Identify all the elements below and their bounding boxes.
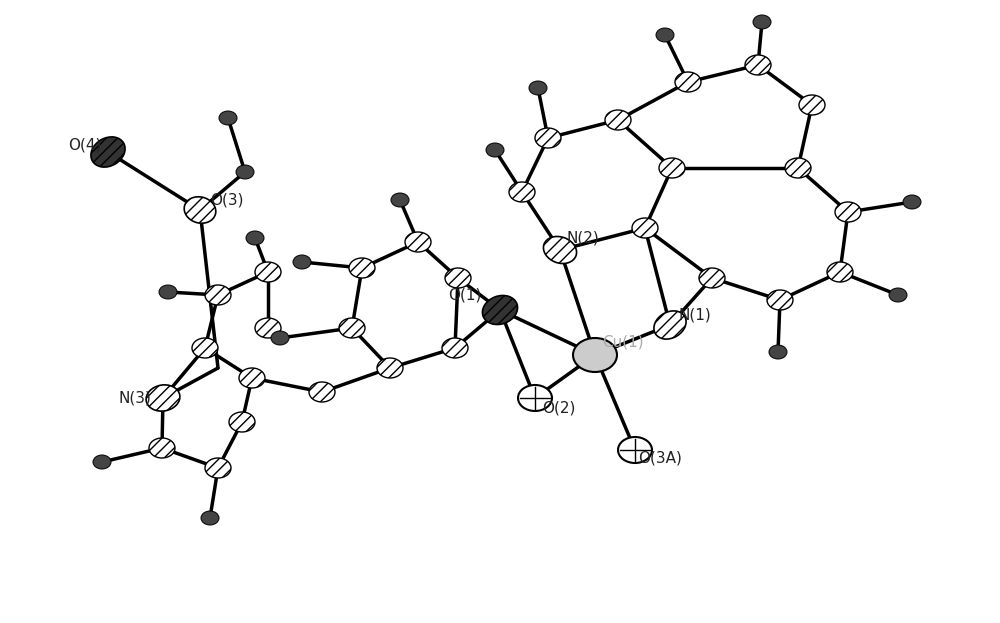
Ellipse shape [605, 110, 631, 130]
Ellipse shape [767, 290, 793, 310]
Ellipse shape [377, 358, 403, 378]
Text: O(4): O(4) [68, 138, 101, 153]
Ellipse shape [159, 285, 177, 299]
Ellipse shape [835, 202, 861, 222]
Ellipse shape [889, 288, 907, 302]
Text: N(3): N(3) [118, 391, 151, 406]
Ellipse shape [192, 338, 218, 358]
Ellipse shape [799, 95, 825, 115]
Ellipse shape [293, 255, 311, 269]
Ellipse shape [509, 182, 535, 202]
Ellipse shape [518, 385, 552, 411]
Ellipse shape [486, 143, 504, 157]
Ellipse shape [255, 262, 281, 282]
Ellipse shape [654, 311, 686, 339]
Ellipse shape [239, 368, 265, 388]
Ellipse shape [543, 237, 577, 264]
Ellipse shape [271, 331, 289, 345]
Ellipse shape [205, 458, 231, 478]
Ellipse shape [349, 258, 375, 278]
Ellipse shape [201, 511, 219, 525]
Ellipse shape [573, 338, 617, 372]
Ellipse shape [255, 318, 281, 338]
Ellipse shape [246, 231, 264, 245]
Text: N(2): N(2) [566, 231, 599, 245]
Ellipse shape [827, 262, 853, 282]
Text: Cu(1): Cu(1) [602, 335, 644, 350]
Ellipse shape [903, 195, 921, 209]
Ellipse shape [236, 165, 254, 179]
Ellipse shape [219, 111, 237, 125]
Text: O(3): O(3) [210, 193, 244, 207]
Ellipse shape [535, 128, 561, 148]
Ellipse shape [309, 382, 335, 402]
Ellipse shape [405, 232, 431, 252]
Ellipse shape [149, 438, 175, 458]
Ellipse shape [769, 345, 787, 359]
Ellipse shape [785, 158, 811, 178]
Text: O(3A): O(3A) [638, 450, 682, 465]
Ellipse shape [91, 137, 125, 167]
Ellipse shape [229, 412, 255, 432]
Ellipse shape [445, 268, 471, 288]
Ellipse shape [753, 15, 771, 29]
Ellipse shape [339, 318, 365, 338]
Text: O(2): O(2) [542, 401, 575, 416]
Text: O(1): O(1) [448, 287, 481, 303]
Ellipse shape [699, 268, 725, 288]
Ellipse shape [745, 55, 771, 75]
Text: N(1): N(1) [678, 308, 711, 323]
Ellipse shape [93, 455, 111, 469]
Ellipse shape [656, 28, 674, 42]
Ellipse shape [442, 338, 468, 358]
Ellipse shape [184, 197, 216, 223]
Ellipse shape [675, 72, 701, 92]
Ellipse shape [391, 193, 409, 207]
Ellipse shape [146, 385, 180, 411]
Ellipse shape [529, 81, 547, 95]
Ellipse shape [205, 285, 231, 305]
Ellipse shape [618, 437, 652, 463]
Ellipse shape [659, 158, 685, 178]
Ellipse shape [632, 218, 658, 238]
Ellipse shape [482, 295, 518, 325]
